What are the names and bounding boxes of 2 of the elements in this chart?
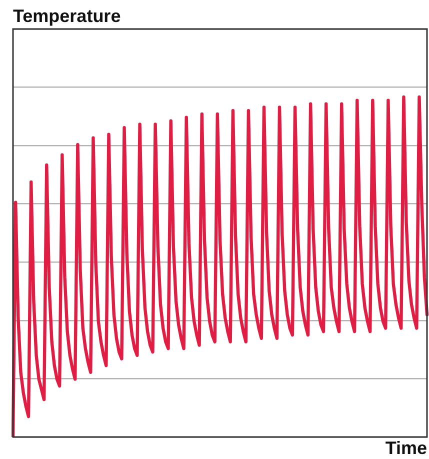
x-axis-title: Time: [385, 438, 427, 458]
y-axis-title: Temperature: [13, 6, 121, 26]
